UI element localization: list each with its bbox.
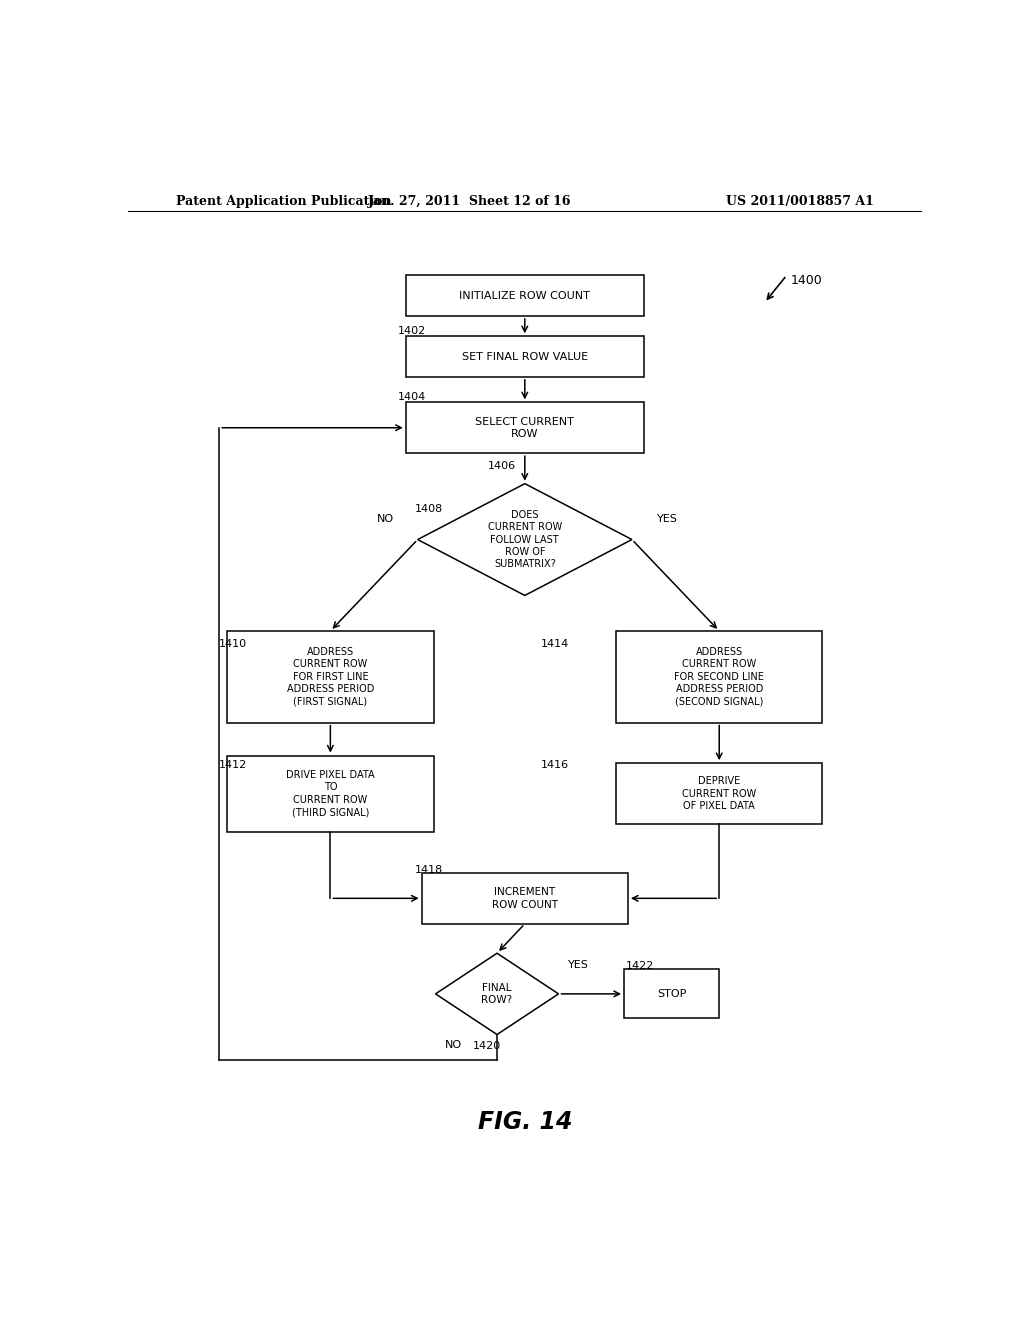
Text: 1420: 1420 bbox=[473, 1040, 502, 1051]
Text: FINAL
ROW?: FINAL ROW? bbox=[481, 982, 513, 1005]
FancyBboxPatch shape bbox=[616, 763, 822, 824]
Text: ADDRESS
CURRENT ROW
FOR FIRST LINE
ADDRESS PERIOD
(FIRST SIGNAL): ADDRESS CURRENT ROW FOR FIRST LINE ADDRE… bbox=[287, 647, 374, 706]
Text: DRIVE PIXEL DATA
TO
CURRENT ROW
(THIRD SIGNAL): DRIVE PIXEL DATA TO CURRENT ROW (THIRD S… bbox=[286, 770, 375, 817]
FancyBboxPatch shape bbox=[227, 755, 433, 832]
FancyBboxPatch shape bbox=[624, 969, 719, 1018]
Text: DEPRIVE
CURRENT ROW
OF PIXEL DATA: DEPRIVE CURRENT ROW OF PIXEL DATA bbox=[682, 776, 757, 810]
Text: 1414: 1414 bbox=[541, 639, 569, 649]
Text: NO: NO bbox=[444, 1040, 462, 1049]
Text: NO: NO bbox=[378, 515, 394, 524]
Text: 1412: 1412 bbox=[219, 760, 248, 770]
FancyBboxPatch shape bbox=[406, 337, 644, 378]
Polygon shape bbox=[435, 953, 558, 1035]
FancyBboxPatch shape bbox=[406, 276, 644, 315]
Text: FIG. 14: FIG. 14 bbox=[477, 1110, 572, 1134]
Text: 1408: 1408 bbox=[416, 504, 443, 513]
Text: 1406: 1406 bbox=[487, 462, 516, 471]
Text: INCREMENT
ROW COUNT: INCREMENT ROW COUNT bbox=[492, 887, 558, 909]
FancyBboxPatch shape bbox=[227, 631, 433, 722]
Polygon shape bbox=[418, 483, 632, 595]
Text: 1416: 1416 bbox=[541, 760, 568, 770]
Text: INITIALIZE ROW COUNT: INITIALIZE ROW COUNT bbox=[460, 290, 590, 301]
Text: 1422: 1422 bbox=[626, 961, 654, 972]
Text: Patent Application Publication: Patent Application Publication bbox=[176, 194, 391, 207]
Text: 1410: 1410 bbox=[219, 639, 248, 649]
Text: Jan. 27, 2011  Sheet 12 of 16: Jan. 27, 2011 Sheet 12 of 16 bbox=[368, 194, 571, 207]
FancyBboxPatch shape bbox=[616, 631, 822, 722]
Text: STOP: STOP bbox=[657, 989, 686, 999]
Text: DOES
CURRENT ROW
FOLLOW LAST
ROW OF
SUBMATRIX?: DOES CURRENT ROW FOLLOW LAST ROW OF SUBM… bbox=[487, 510, 562, 569]
Text: YES: YES bbox=[568, 961, 589, 970]
FancyBboxPatch shape bbox=[406, 403, 644, 453]
Text: US 2011/0018857 A1: US 2011/0018857 A1 bbox=[726, 194, 873, 207]
Text: 1404: 1404 bbox=[397, 392, 426, 403]
Text: YES: YES bbox=[657, 515, 678, 524]
Text: 1402: 1402 bbox=[397, 326, 426, 337]
Text: 1418: 1418 bbox=[416, 865, 443, 875]
Text: SELECT CURRENT
ROW: SELECT CURRENT ROW bbox=[475, 417, 574, 440]
Text: 1400: 1400 bbox=[791, 273, 822, 286]
Text: SET FINAL ROW VALUE: SET FINAL ROW VALUE bbox=[462, 351, 588, 362]
FancyBboxPatch shape bbox=[422, 873, 628, 924]
Text: ADDRESS
CURRENT ROW
FOR SECOND LINE
ADDRESS PERIOD
(SECOND SIGNAL): ADDRESS CURRENT ROW FOR SECOND LINE ADDR… bbox=[674, 647, 764, 706]
